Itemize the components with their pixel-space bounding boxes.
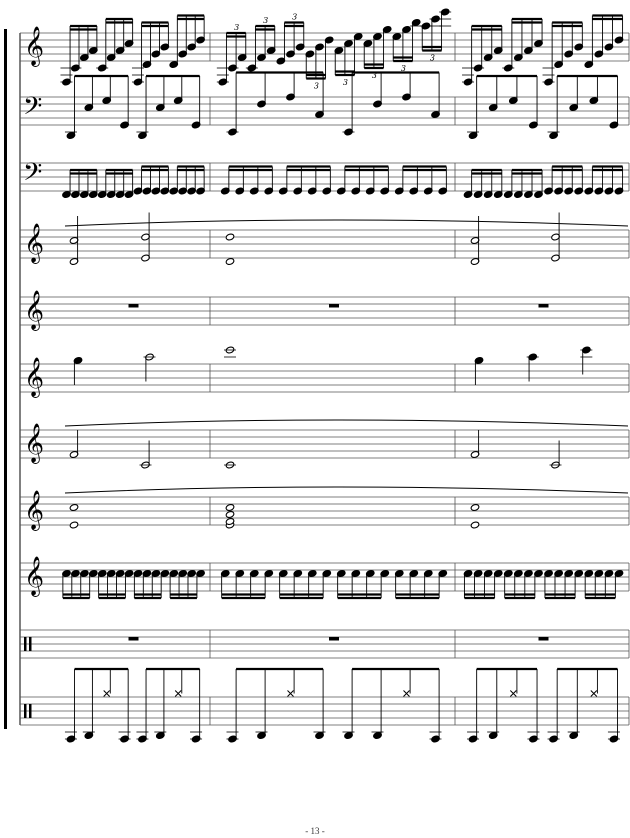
tuplet-number: 3: [401, 64, 406, 73]
whole-note: [470, 503, 480, 512]
slur: [64, 486, 629, 494]
x-notehead: [403, 690, 410, 697]
treble-clef-icon: 𝄞: [24, 490, 44, 531]
slur: [64, 419, 629, 427]
tuplet-number: 3: [292, 13, 297, 22]
x-notehead: [103, 690, 111, 697]
treble-clef-icon: 𝄞: [24, 290, 44, 331]
system-bracket: [4, 29, 7, 729]
slur: [64, 219, 629, 227]
whole-rest: [538, 304, 549, 308]
tuplet-number: 3: [234, 23, 239, 32]
whole-note: [225, 503, 235, 512]
whole-note: [69, 503, 79, 512]
x-notehead: [590, 690, 598, 697]
tuplet-number: 3: [430, 54, 435, 63]
treble-clef-icon: 𝄞: [24, 423, 44, 464]
percussion-clef-icon: [29, 637, 32, 651]
whole-note: [225, 517, 235, 526]
x-notehead: [287, 690, 294, 697]
whole-note: [225, 510, 235, 519]
treble-clef-icon: 𝄞: [24, 556, 44, 597]
bass-clef-icon: 𝄢: [23, 92, 42, 127]
bass-clef-icon: 𝄢: [23, 158, 42, 193]
whole-note: [470, 521, 480, 529]
whole-rest: [128, 637, 139, 641]
tuplet-number: 3: [263, 16, 268, 25]
treble-clef-icon: 𝄞: [24, 26, 44, 67]
x-notehead: [174, 690, 182, 697]
treble-clef-icon: 𝄞: [24, 357, 44, 398]
page-number: - 13 -: [305, 826, 325, 836]
percussion-clef-icon: [29, 704, 32, 718]
percussion-clef-icon: [24, 704, 27, 718]
whole-note: [225, 257, 235, 266]
whole-note: [225, 233, 235, 241]
whole-rest: [538, 637, 549, 641]
whole-rest: [128, 304, 139, 308]
x-notehead: [509, 690, 517, 697]
treble-clef-icon: 𝄞: [24, 223, 44, 264]
whole-note: [69, 521, 79, 529]
tuplet-number: 3: [314, 82, 319, 91]
whole-rest: [329, 637, 339, 641]
tuplet-number: 3: [343, 78, 348, 87]
whole-rest: [329, 304, 339, 308]
tuplet-number: 3: [372, 71, 377, 80]
percussion-clef-icon: [24, 637, 27, 651]
